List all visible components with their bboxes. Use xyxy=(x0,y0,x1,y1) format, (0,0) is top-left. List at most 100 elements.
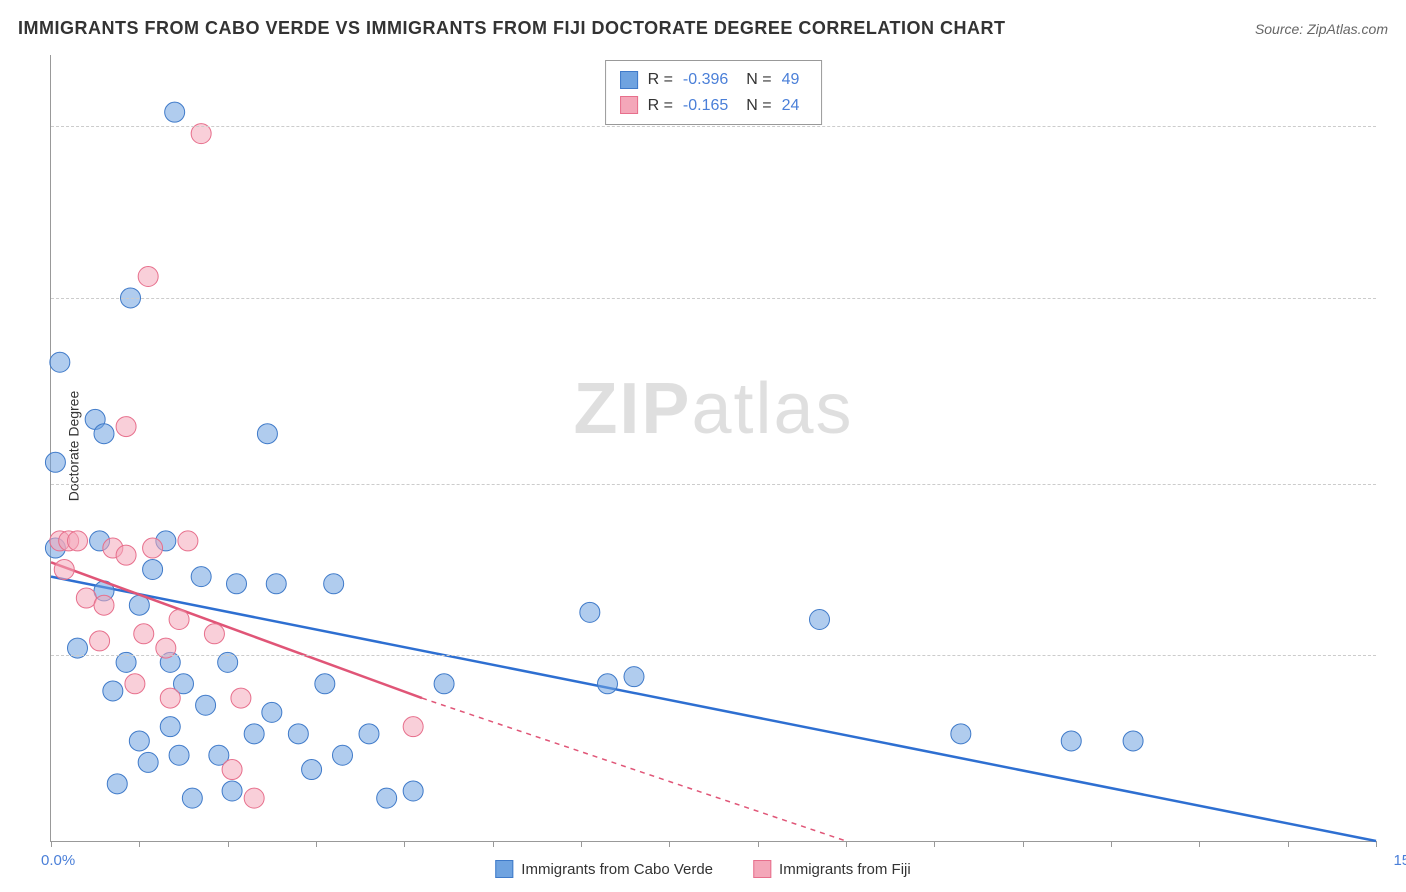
data-point xyxy=(434,674,454,694)
data-point xyxy=(103,681,123,701)
stat-r-value: -0.165 xyxy=(683,93,728,119)
data-point xyxy=(288,724,308,744)
data-point xyxy=(227,574,247,594)
data-point xyxy=(222,781,242,801)
data-point xyxy=(182,788,202,808)
legend-label: Immigrants from Fiji xyxy=(779,861,911,878)
data-point xyxy=(244,788,264,808)
data-point xyxy=(160,717,180,737)
x-tick-left: 0.0% xyxy=(41,852,75,869)
legend-swatch xyxy=(495,860,513,878)
x-minor-tick xyxy=(404,841,405,847)
data-point xyxy=(624,667,644,687)
data-point xyxy=(169,745,189,765)
x-tick-right: 15.0% xyxy=(1393,852,1406,869)
gridline xyxy=(51,484,1376,485)
legend-label: Immigrants from Cabo Verde xyxy=(521,861,713,878)
stat-n-value: 24 xyxy=(782,93,800,119)
data-point xyxy=(333,745,353,765)
y-tick-label: 2.5% xyxy=(1386,475,1406,492)
scatter-plot-svg xyxy=(51,55,1376,841)
data-point xyxy=(580,602,600,622)
data-point xyxy=(262,702,282,722)
bottom-legend: Immigrants from Cabo Verde Immigrants fr… xyxy=(495,860,910,878)
series-swatch xyxy=(620,96,638,114)
data-point xyxy=(94,595,114,615)
data-point xyxy=(143,538,163,558)
data-point xyxy=(107,774,127,794)
data-point xyxy=(231,688,251,708)
data-point xyxy=(222,760,242,780)
x-minor-tick xyxy=(758,841,759,847)
y-tick-label: 5.0% xyxy=(1386,118,1406,135)
data-point xyxy=(76,588,96,608)
x-minor-tick xyxy=(846,841,847,847)
stats-row: R = -0.396 N = 49 xyxy=(620,67,808,93)
source-attribution: Source: ZipAtlas.com xyxy=(1255,21,1388,37)
chart-title: IMMIGRANTS FROM CABO VERDE VS IMMIGRANTS… xyxy=(18,18,1006,39)
data-point xyxy=(160,688,180,708)
chart-plot-area: ZIPatlas R = -0.396 N = 49 R = -0.165 N … xyxy=(50,55,1376,842)
data-point xyxy=(315,674,335,694)
data-point xyxy=(598,674,618,694)
data-point xyxy=(116,417,136,437)
y-tick-label: 3.8% xyxy=(1386,289,1406,306)
data-point xyxy=(244,724,264,744)
x-minor-tick xyxy=(316,841,317,847)
data-point xyxy=(1061,731,1081,751)
stats-legend-box: R = -0.396 N = 49 R = -0.165 N = 24 xyxy=(605,60,823,125)
series-swatch xyxy=(620,71,638,89)
data-point xyxy=(143,559,163,579)
legend-item: Immigrants from Fiji xyxy=(753,860,911,878)
x-minor-tick xyxy=(581,841,582,847)
x-minor-tick xyxy=(1376,841,1377,847)
x-minor-tick xyxy=(1199,841,1200,847)
data-point xyxy=(45,452,65,472)
y-tick-label: 1.3% xyxy=(1386,647,1406,664)
data-point xyxy=(204,624,224,644)
data-point xyxy=(191,567,211,587)
x-minor-tick xyxy=(139,841,140,847)
data-point xyxy=(951,724,971,744)
legend-item: Immigrants from Cabo Verde xyxy=(495,860,713,878)
data-point xyxy=(403,717,423,737)
data-point xyxy=(129,731,149,751)
gridline xyxy=(51,126,1376,127)
stats-row: R = -0.165 N = 24 xyxy=(620,93,808,119)
x-minor-tick xyxy=(51,841,52,847)
data-point xyxy=(165,102,185,122)
data-point xyxy=(94,424,114,444)
stat-r-value: -0.396 xyxy=(683,67,728,93)
data-point xyxy=(50,352,70,372)
stat-r-label: R = xyxy=(648,93,673,119)
data-point xyxy=(324,574,344,594)
x-minor-tick xyxy=(1111,841,1112,847)
stat-n-label: N = xyxy=(746,67,771,93)
trend-line-dashed xyxy=(422,698,846,841)
data-point xyxy=(68,531,88,551)
data-point xyxy=(810,609,830,629)
data-point xyxy=(90,631,110,651)
x-minor-tick xyxy=(1023,841,1024,847)
data-point xyxy=(138,267,158,287)
data-point xyxy=(266,574,286,594)
stat-n-label: N = xyxy=(746,93,771,119)
data-point xyxy=(125,674,145,694)
data-point xyxy=(178,531,198,551)
x-minor-tick xyxy=(228,841,229,847)
legend-swatch xyxy=(753,860,771,878)
data-point xyxy=(302,760,322,780)
stat-n-value: 49 xyxy=(782,67,800,93)
data-point xyxy=(134,624,154,644)
data-point xyxy=(116,545,136,565)
x-minor-tick xyxy=(669,841,670,847)
data-point xyxy=(138,752,158,772)
gridline xyxy=(51,298,1376,299)
data-point xyxy=(196,695,216,715)
data-point xyxy=(54,559,74,579)
data-point xyxy=(403,781,423,801)
gridline xyxy=(51,655,1376,656)
data-point xyxy=(359,724,379,744)
x-minor-tick xyxy=(493,841,494,847)
data-point xyxy=(257,424,277,444)
